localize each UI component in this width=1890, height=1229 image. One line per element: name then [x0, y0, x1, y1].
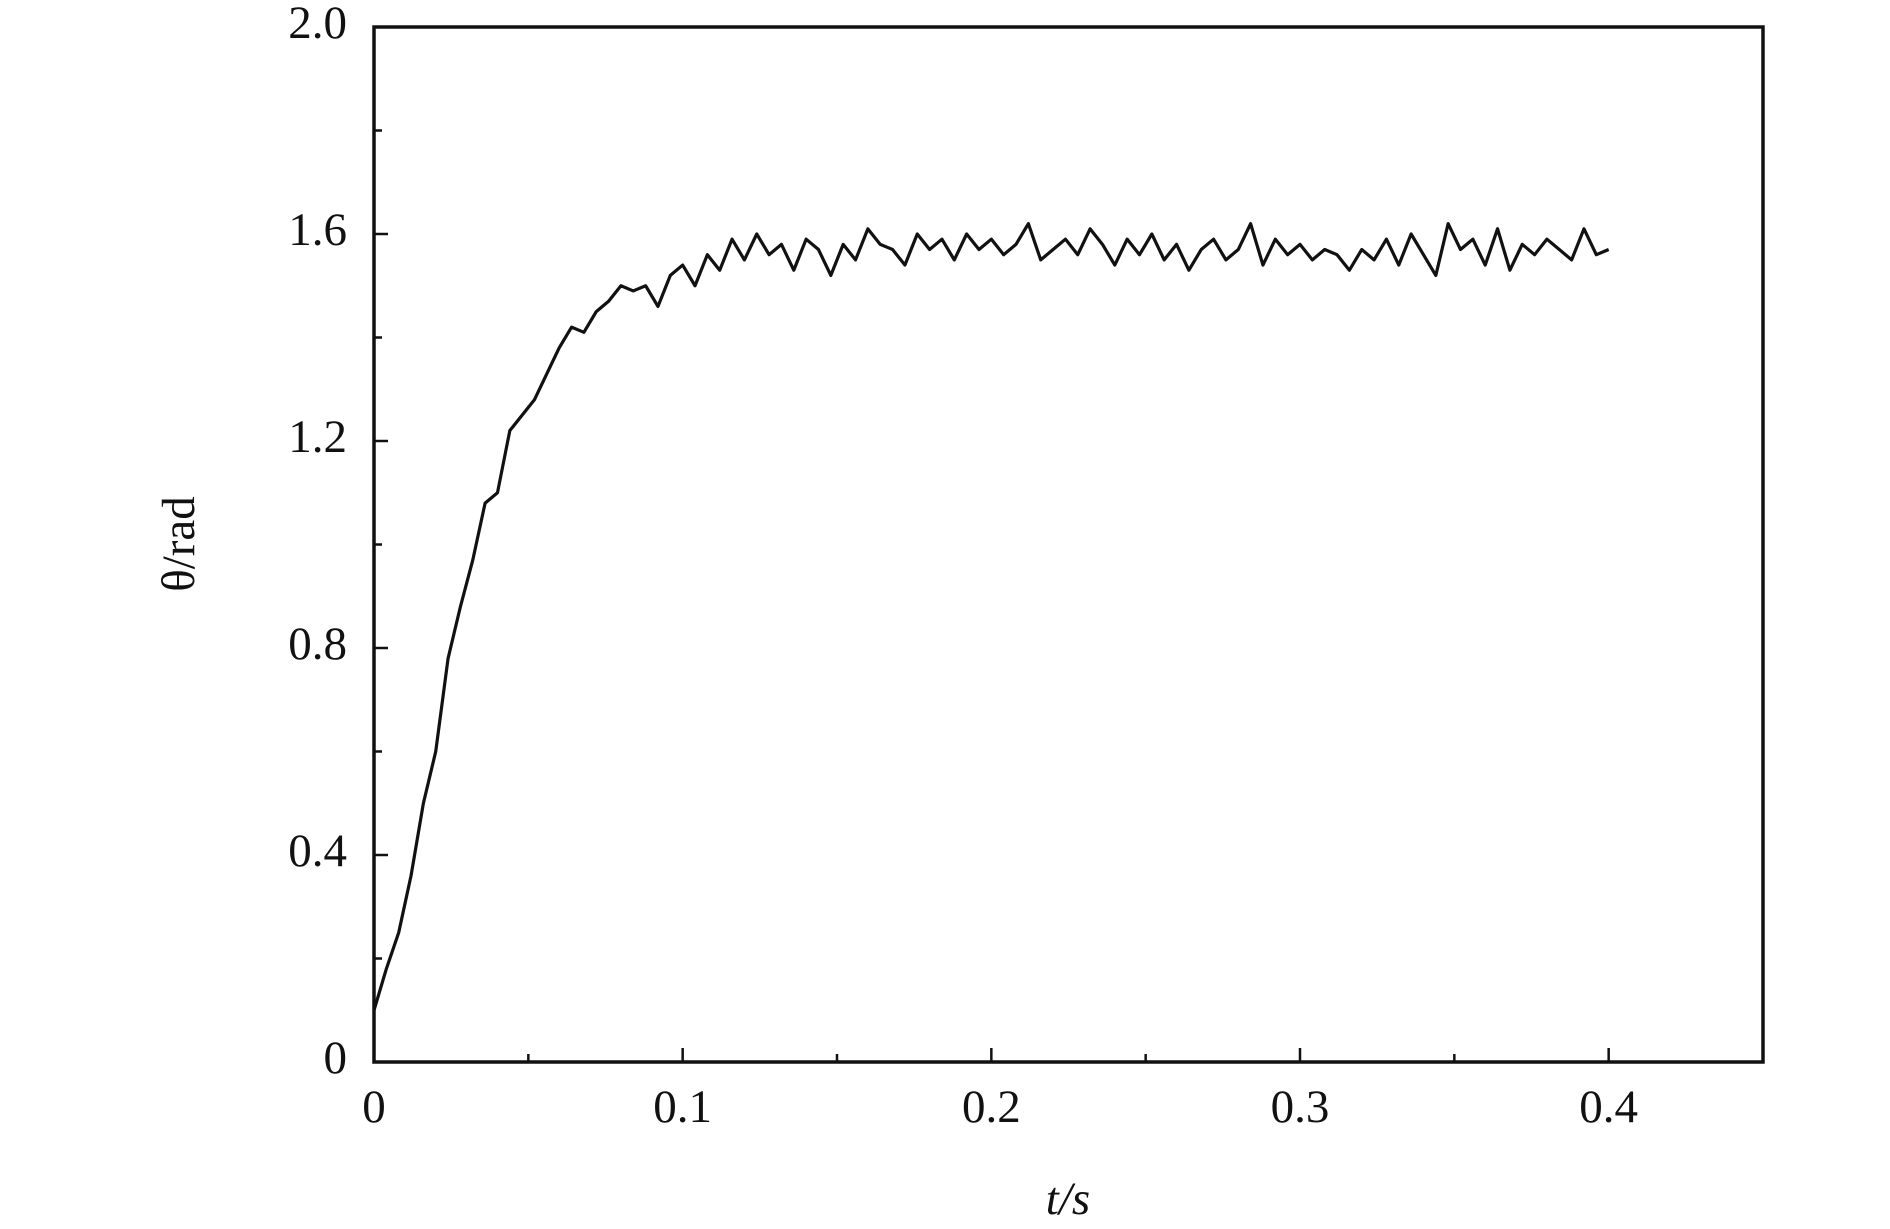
x-axis-label: t/s	[1046, 1173, 1090, 1225]
y-tick-label: 0.8	[288, 618, 347, 670]
x-tick-label: 0.1	[653, 1081, 712, 1133]
x-tick-label: 0.2	[962, 1081, 1021, 1133]
x-tick-label: 0	[362, 1081, 386, 1133]
y-tick-label: 1.2	[288, 411, 347, 463]
y-tick-label: 0	[324, 1032, 348, 1084]
y-axis-label: θ/rad	[153, 496, 205, 592]
x-tick-label: 0.3	[1271, 1081, 1330, 1133]
data-line	[372, 222, 1610, 1011]
y-tick-label: 0.4	[288, 825, 347, 877]
y-tick-label: 2.0	[288, 0, 347, 49]
x-tick-label: 0.4	[1579, 1081, 1638, 1133]
plot-frame	[372, 25, 1765, 1064]
y-tick-label: 1.6	[288, 204, 347, 256]
